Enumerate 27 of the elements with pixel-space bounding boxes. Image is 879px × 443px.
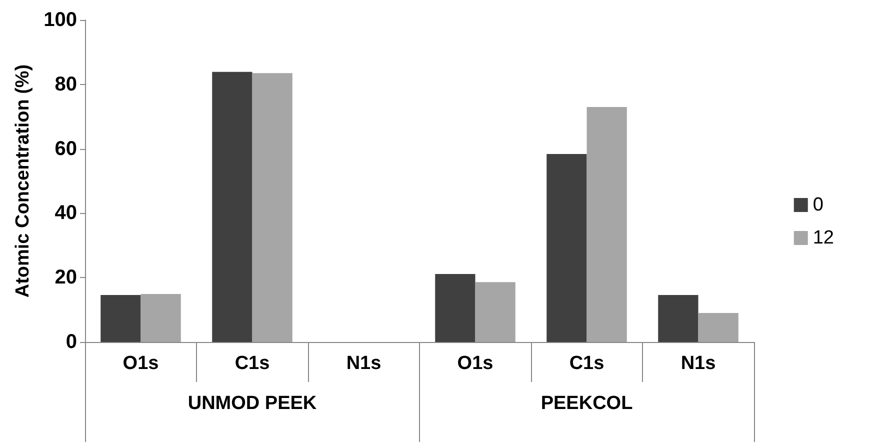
x-tick-label: O1s [457,353,494,374]
y-axis-title: Atomic Concentration (%) [12,64,34,298]
text: PEEKCOL [540,393,634,414]
bar [475,282,516,342]
x-tick-label: N1s [346,353,382,374]
bar [435,274,476,342]
bar [546,154,587,342]
x-tick-label: O1s [122,353,159,374]
bar [658,294,698,342]
y-tick-label: 0 [66,331,77,353]
y-tick-label: 60 [54,138,77,160]
x-tick-label: C1s [234,353,270,374]
bar [698,313,738,342]
bar [100,294,141,342]
legend-label: 0 [812,194,824,216]
x-tick-label: N1s [680,353,716,374]
bar [212,72,252,342]
x-tick-label: C1s [569,353,604,374]
y-tick-label: 80 [54,73,77,96]
bar [140,294,181,342]
y-tick-label: 100 [44,9,77,31]
legend-label: 12 [812,228,834,248]
y-tick-label: 20 [54,266,77,289]
y-tick-label: 40 [54,202,77,224]
text: UNMOD PEEK [188,393,317,414]
bar [586,106,627,342]
bar [252,73,292,342]
